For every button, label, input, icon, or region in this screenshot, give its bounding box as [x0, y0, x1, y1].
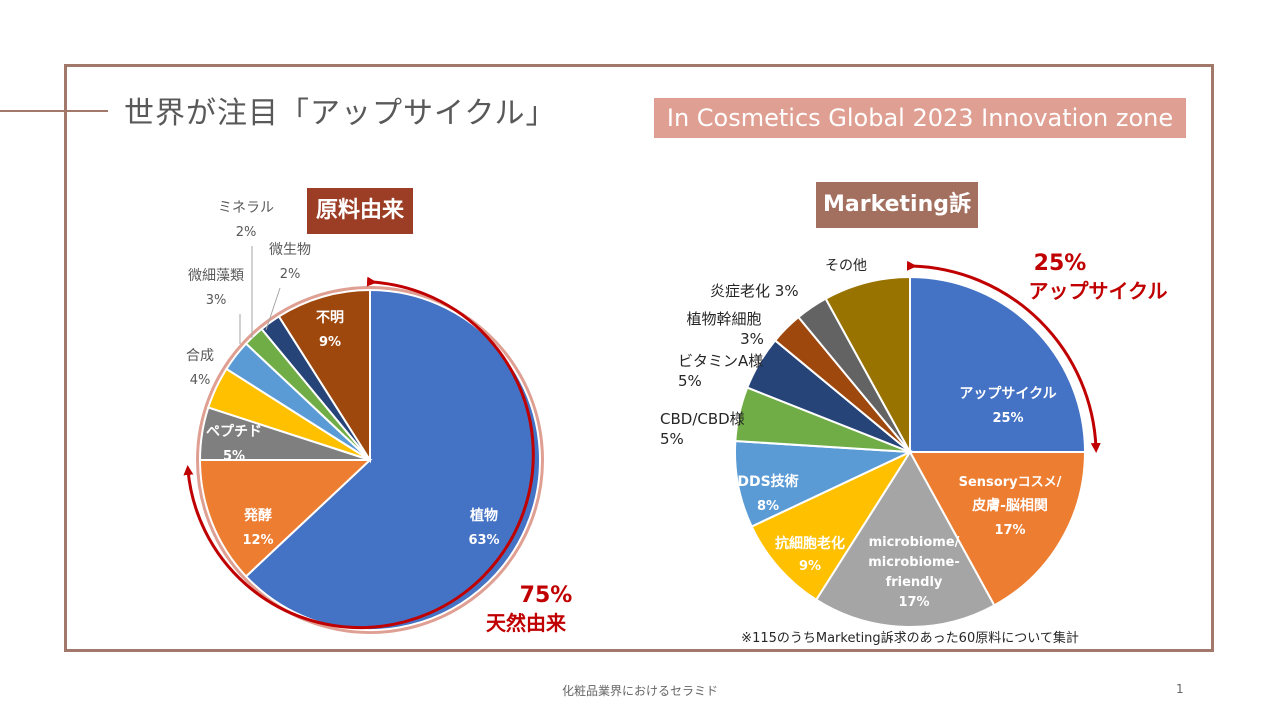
label-microbe: 微生物 [269, 242, 311, 258]
right-arc-arrow [906, 260, 1101, 453]
event-badge: In Cosmetics Global 2023 Innovation zone [654, 98, 1186, 138]
slice-label: 発酵 [243, 507, 272, 524]
label-inflammaging: 炎症老化 3% [710, 282, 799, 300]
pie-slice [908, 451, 1087, 607]
slide-frame [64, 64, 1214, 652]
pct-microalgae: 3% [206, 293, 227, 308]
slice-pct: 5% [223, 449, 245, 464]
left-chart-title: 原料由来 [307, 188, 413, 234]
label-cbd: CBD/CBD様 [660, 410, 745, 428]
label-mineral: ミネラル [218, 200, 274, 216]
slice-label: microbiome/ [869, 535, 960, 550]
slice-pct: 63% [468, 533, 499, 548]
footer-text: 化粧品業界におけるセラミド [561, 684, 718, 698]
label-synthetic: 合成 [186, 348, 214, 364]
slice-pct: 25% [992, 411, 1023, 426]
slice-label: 抗細胞老化 [775, 535, 845, 552]
pct-cbd: 5% [660, 430, 684, 448]
label-microalgae: 微細藻類 [188, 268, 244, 284]
pie-slice [750, 449, 913, 602]
page-number: 1 [1176, 682, 1184, 696]
slice-pct: 9% [799, 559, 821, 574]
natural-origin-value: 75% [520, 583, 573, 608]
slice-pct: 17% [898, 595, 929, 610]
slice-pct: 8% [757, 499, 779, 514]
upcycle-label: アップサイクル [1029, 279, 1168, 303]
slice-label: 植物 [469, 507, 498, 524]
title-accent-line [0, 110, 108, 112]
slice-pct: 9% [319, 335, 341, 350]
slice-label: アップサイクル [959, 386, 1056, 402]
natural-origin-label: 天然由来 [486, 611, 567, 635]
slice-label: friendly [886, 575, 943, 590]
footnote: ※115のうちMarketing訴求のあった60原料について集計 [741, 630, 1079, 646]
slice-pct: 12% [242, 533, 273, 548]
pct-mineral: 2% [236, 225, 257, 240]
label-other: その他 [825, 258, 867, 274]
slice-label: DDS技術 [737, 473, 798, 490]
left-arc-arrow [183, 276, 535, 630]
slice-label: microbiome- [868, 555, 960, 570]
label-vitamin-a: ビタミンA様 [678, 352, 763, 370]
pct-vitamin-a: 5% [678, 372, 702, 390]
slice-label: 皮膚-脳相関 [971, 497, 1048, 514]
slice-label: 不明 [316, 310, 344, 326]
right-chart-title: Marketing訴求 [816, 182, 978, 263]
label-plant-stem-cell: 植物幹細胞 [686, 310, 761, 328]
pct-microbe: 2% [280, 267, 301, 282]
slice-label: Sensoryコスメ/ [959, 475, 1062, 490]
pct-synthetic: 4% [190, 373, 211, 388]
slice-pct: 17% [994, 523, 1025, 538]
page-title: 世界が注目「アップサイクル」 [124, 96, 557, 131]
slice-label: ペプチド [206, 424, 262, 440]
pct-plant-stem-cell: 3% [740, 330, 764, 348]
pie-slice [814, 450, 996, 628]
upcycle-value: 25% [1034, 251, 1087, 276]
